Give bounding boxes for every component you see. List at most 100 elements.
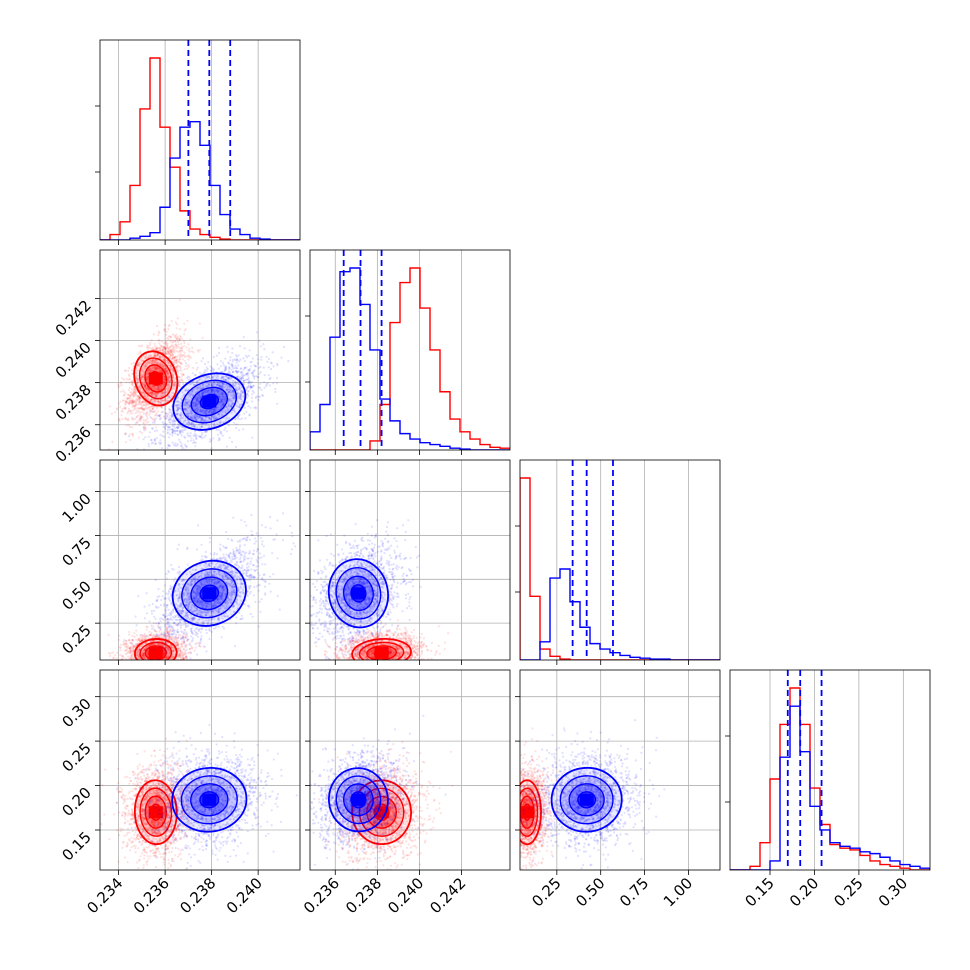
scatter-point <box>131 402 134 405</box>
scatter-point <box>161 404 164 407</box>
scatter-point <box>225 430 228 433</box>
scatter-point <box>130 402 133 405</box>
scatter-point <box>122 399 125 402</box>
scatter-point <box>198 322 201 325</box>
scatter-point <box>170 660 172 662</box>
scatter-point <box>248 369 251 372</box>
scatter-point <box>177 426 180 429</box>
scatter-point <box>241 391 244 394</box>
scatter-point <box>133 390 136 393</box>
scatter-point <box>156 367 160 370</box>
scatter-point <box>150 405 153 408</box>
scatter-point <box>125 424 128 427</box>
scatter-point <box>141 410 144 413</box>
scatter-point <box>146 662 148 664</box>
scatter-point <box>162 663 164 665</box>
scatter-point <box>257 398 260 402</box>
scatter-point <box>168 383 171 386</box>
scatter-point <box>275 382 279 385</box>
scatter-point <box>198 423 201 426</box>
scatter-point <box>218 429 221 432</box>
scatter-point <box>151 361 154 365</box>
scatter-point <box>189 338 192 341</box>
scatter-point <box>235 423 238 426</box>
panel-hist-0-0 <box>95 39 301 245</box>
scatter-point <box>128 397 132 400</box>
scatter-point <box>165 666 167 668</box>
scatter-point <box>198 394 201 397</box>
scatter-point <box>145 663 147 665</box>
scatter-point <box>141 400 144 403</box>
scatter-point <box>163 381 166 384</box>
scatter-point <box>166 371 169 374</box>
scatter-point <box>238 403 241 406</box>
scatter-point <box>219 395 222 398</box>
scatter-point <box>137 664 139 666</box>
scatter-point <box>267 366 270 369</box>
scatter-point <box>154 354 157 357</box>
scatter-point <box>128 366 131 370</box>
scatter-point <box>180 342 183 345</box>
scatter-point <box>159 443 162 446</box>
scatter-point <box>144 364 148 367</box>
scatter-point <box>255 331 258 334</box>
scatter-point <box>272 365 275 368</box>
scatter-point <box>250 381 254 384</box>
scatter-point <box>266 360 269 363</box>
scatter-point <box>138 363 141 366</box>
scatter-point <box>163 661 165 663</box>
scatter-point <box>169 662 171 664</box>
scatter-point <box>161 365 164 368</box>
scatter-point <box>164 360 167 363</box>
scatter-point <box>210 384 213 387</box>
scatter-point <box>170 394 173 398</box>
scatter-point <box>178 299 182 302</box>
scatter-point <box>182 648 185 651</box>
scatter-point <box>144 384 147 387</box>
scatter-point <box>223 400 226 403</box>
scatter-point <box>157 678 159 680</box>
scatter-point <box>199 435 203 438</box>
scatter-point <box>176 426 179 429</box>
scatter-point <box>170 349 173 352</box>
scatter-point <box>173 418 176 421</box>
scatter-point <box>243 359 247 363</box>
scatter-point <box>225 365 228 368</box>
scatter-point <box>197 435 200 438</box>
scatter-point <box>179 361 182 364</box>
scatter-point <box>159 346 162 350</box>
scatter-point <box>162 435 166 438</box>
scatter-point <box>145 457 147 459</box>
scatter-point <box>165 330 168 333</box>
scatter-point <box>167 380 170 383</box>
scatter-point <box>165 370 168 373</box>
scatter-point <box>171 367 174 370</box>
scatter-point <box>187 407 190 410</box>
scatter-point <box>152 392 155 395</box>
scatter-point <box>228 390 231 393</box>
scatter-point <box>158 384 162 387</box>
scatter-point <box>176 364 179 367</box>
scatter-point <box>159 363 162 366</box>
scatter-point <box>132 399 135 402</box>
scatter-point <box>179 336 182 339</box>
scatter-point <box>127 378 130 381</box>
scatter-point <box>166 371 169 374</box>
scatter-point <box>243 406 246 409</box>
scatter-point <box>155 394 158 397</box>
scatter-point <box>129 396 132 399</box>
scatter-point <box>166 416 169 419</box>
scatter-point <box>163 381 166 384</box>
scatter-point <box>138 417 141 420</box>
scatter-point <box>211 408 214 411</box>
scatter-point <box>144 364 148 367</box>
scatter-point <box>162 661 164 663</box>
scatter-point <box>149 385 152 388</box>
scatter-point <box>164 666 166 668</box>
scatter-point <box>174 321 177 324</box>
scatter-point <box>136 364 139 367</box>
scatter-point <box>134 404 137 407</box>
scatter-point <box>171 368 174 371</box>
scatter-point <box>235 387 238 390</box>
scatter-point <box>169 368 172 371</box>
